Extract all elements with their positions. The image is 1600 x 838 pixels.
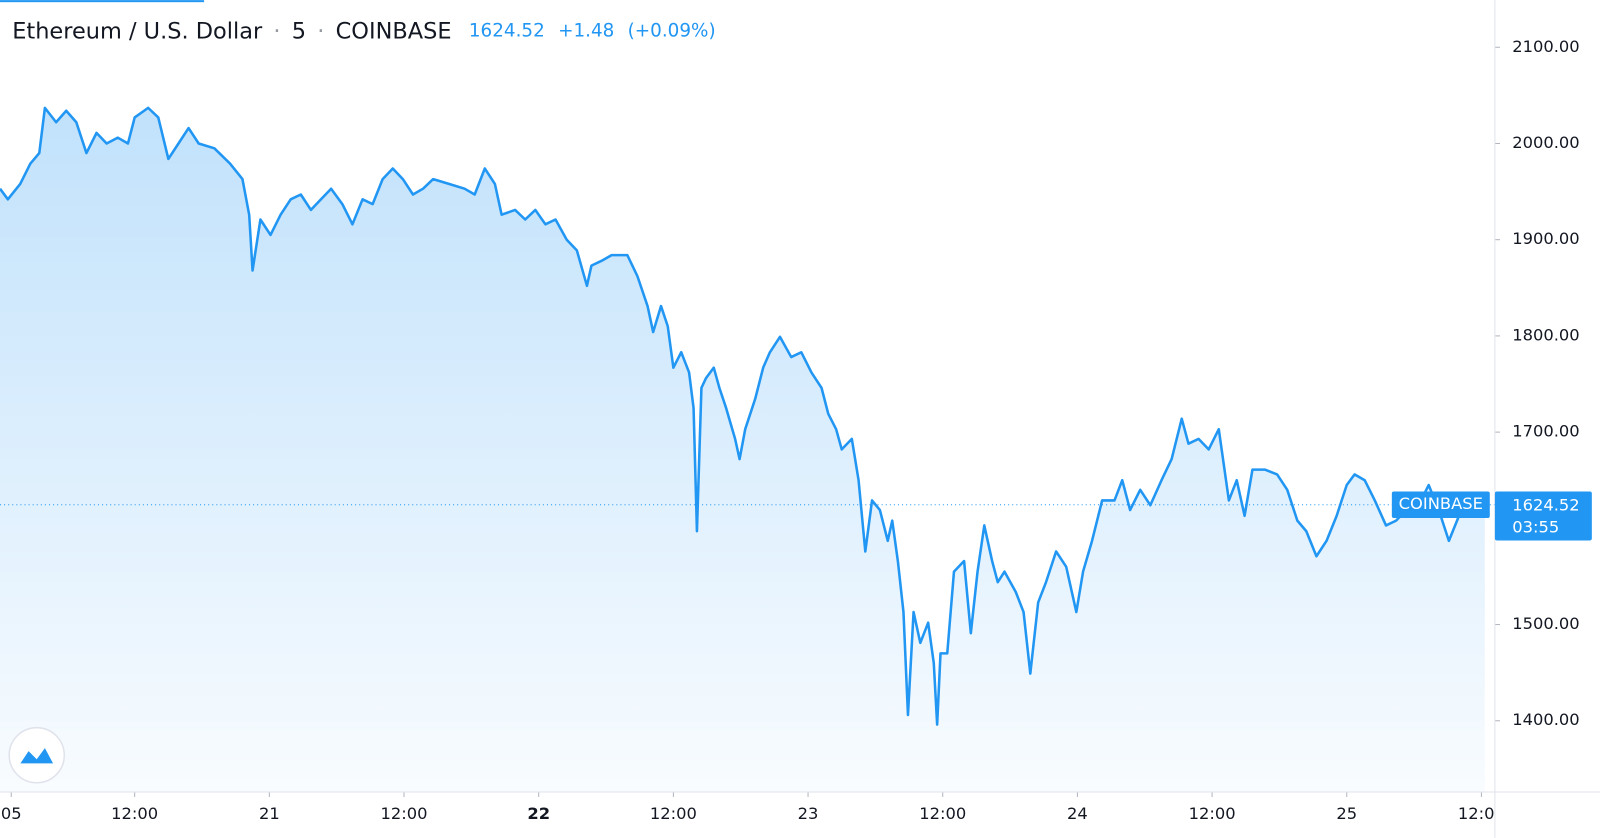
x-tick-label: 12:00 — [381, 804, 428, 823]
interval: 5 — [292, 18, 306, 44]
x-tick-label: 12:00 — [650, 804, 697, 823]
x-tick-label: 24 — [1067, 804, 1088, 823]
x-tick-label: 21 — [259, 804, 280, 823]
y-tick-label: 2000.00 — [1512, 133, 1579, 152]
x-tick-label: 22 — [527, 804, 550, 823]
change: +1.48 — [558, 21, 614, 42]
exchange-badge — [1391, 491, 1490, 519]
price-badge-label: 1624.52 — [1512, 495, 1579, 514]
y-tick-label: 1900.00 — [1512, 229, 1579, 248]
last-price: 1624.52 — [469, 21, 545, 42]
y-tick-label: 1500.00 — [1512, 614, 1579, 633]
price-badge — [1494, 491, 1592, 541]
y-tick-label: 2100.00 — [1512, 37, 1579, 56]
y-tick-label: 1700.00 — [1512, 422, 1579, 441]
symbol-title: Ethereum / U.S. Dollar — [12, 18, 263, 44]
x-tick-label: 05 — [1, 804, 22, 823]
legend-header: Ethereum / U.S. Dollar · 5 · COINBASE 16… — [12, 18, 715, 44]
countdown: 03:55 — [1512, 518, 1559, 537]
x-tick-label: 12:00 — [1458, 804, 1505, 823]
exchange: COINBASE — [336, 18, 452, 44]
top-accent — [0, 0, 205, 3]
logo[interactable] — [8, 726, 66, 784]
y-tick-label: 1800.00 — [1512, 325, 1579, 344]
x-tick-label: 25 — [1336, 804, 1357, 823]
price-line — [0, 106, 1486, 726]
x-tick-label: 23 — [798, 804, 819, 823]
y-tick-label: 1400.00 — [1512, 710, 1579, 729]
exchange-badge-label: COINBASE — [1399, 494, 1483, 513]
x-tick-label: 12:00 — [919, 804, 966, 823]
x-tick-label: 12:00 — [111, 804, 158, 823]
x-tick-label: 12:00 — [1189, 804, 1236, 823]
change-percent: (+0.09%) — [628, 21, 716, 42]
